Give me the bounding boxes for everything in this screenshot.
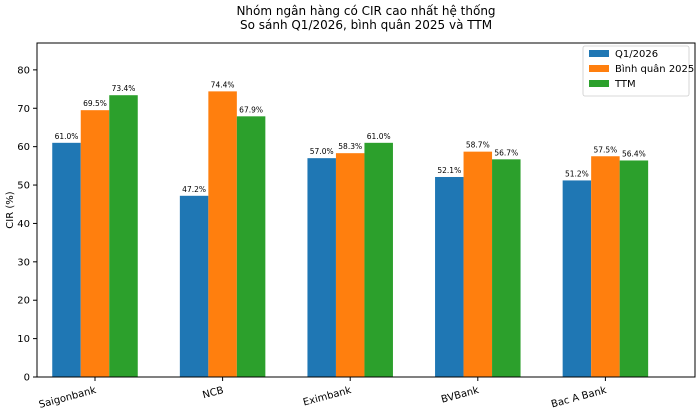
bar: [492, 159, 521, 377]
y-tick-label: 10: [17, 334, 30, 345]
y-axis: 0 10 20 30 40 50 60 70 80: [17, 65, 37, 384]
x-tick-label: NCB: [201, 385, 225, 401]
bar: [591, 156, 620, 377]
bar: [179, 195, 209, 377]
bar: [80, 110, 110, 378]
y-axis-label: CIR (%): [5, 191, 16, 228]
y-tick-label: 0: [24, 373, 30, 384]
legend-swatch: [589, 65, 609, 72]
bar: [52, 142, 81, 377]
bar: [208, 91, 237, 378]
y-tick-label: 50: [17, 181, 30, 192]
bars-group: [52, 91, 649, 378]
data-label: 47.2%: [182, 185, 206, 194]
data-label: 56.4%: [622, 149, 646, 158]
data-label: 57.0%: [310, 147, 334, 156]
data-label: 61.0%: [55, 132, 79, 141]
chart-title: Nhóm ngân hàng có CIR cao nhất hệ thống: [236, 4, 495, 18]
bar: [307, 158, 336, 377]
bar: [236, 116, 266, 377]
y-tick-label: 80: [17, 65, 30, 76]
chart-subtitle: So sánh Q1/2026, bình quân 2025 và TTM: [240, 18, 492, 32]
x-tick-label: BVBank: [440, 385, 480, 406]
legend-box: [582, 45, 690, 97]
legend-label: Q1/2026: [615, 49, 658, 60]
legend-swatch: [589, 50, 609, 57]
bar: [562, 180, 592, 377]
bar: [463, 151, 493, 377]
x-tick-label: Eximbank: [302, 385, 353, 408]
data-label: 52.1%: [437, 166, 461, 175]
data-label: 74.4%: [211, 80, 235, 89]
data-label: 69.5%: [83, 99, 107, 108]
bar: [364, 142, 393, 377]
x-axis: Saigonbank NCB Eximbank BVBank Bac A Bank: [38, 377, 608, 409]
legend-swatch: [589, 80, 609, 87]
plot-frame: [36, 42, 696, 378]
data-label: 67.9%: [239, 105, 263, 114]
data-label: 57.5%: [593, 145, 617, 154]
data-label: 56.7%: [494, 148, 518, 157]
bar: [435, 176, 464, 377]
legend-label: Bình quân 2025: [615, 63, 694, 75]
y-tick-label: 70: [17, 104, 30, 115]
data-label: 58.7%: [466, 141, 490, 150]
data-label: 58.3%: [338, 142, 362, 151]
data-labels-group: 61.0% 69.5% 73.4% 47.2% 74.4% 67.9% 57.0% 58.3%…: [55, 80, 646, 193]
y-tick-label: 30: [17, 257, 30, 268]
y-tick-label: 60: [17, 142, 30, 153]
x-tick-label: Saigonbank: [38, 385, 98, 409]
legend-label: TTM: [614, 79, 636, 90]
legend: Q1/2026 Bình quân 2025 TTM: [582, 45, 694, 97]
data-label: 73.4%: [112, 84, 136, 93]
data-label: 51.2%: [565, 169, 589, 178]
bar: [619, 160, 649, 377]
bar: [109, 95, 138, 378]
y-tick-label: 40: [17, 219, 30, 230]
x-tick-label: Bac A Bank: [550, 385, 608, 409]
bar: [335, 153, 365, 377]
y-tick-label: 20: [17, 296, 30, 307]
data-label: 61.0%: [367, 132, 391, 141]
